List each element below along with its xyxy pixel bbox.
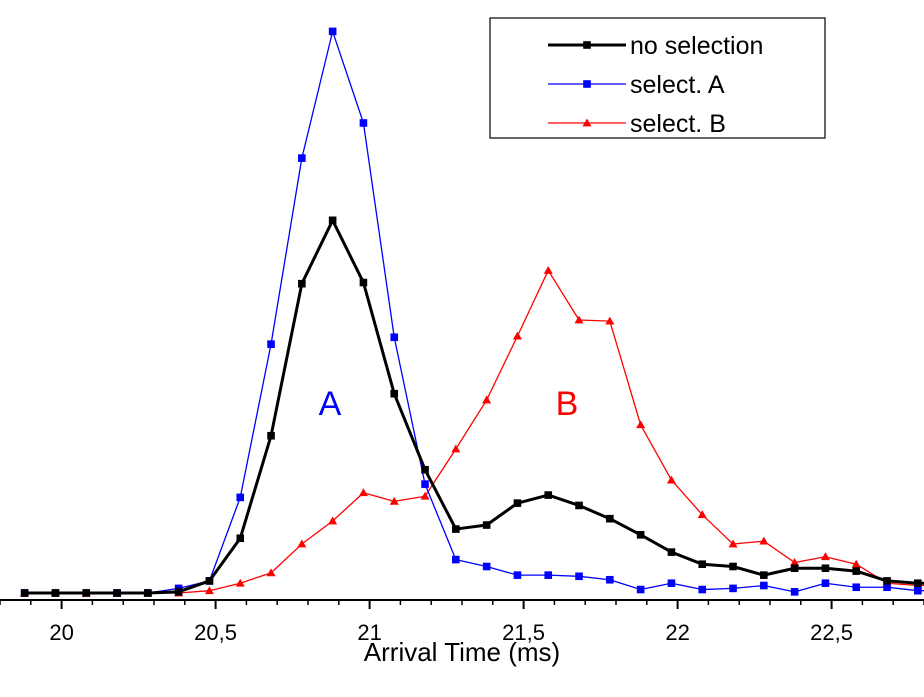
no-selection-point [482,521,491,529]
no-selection-point [575,501,583,510]
select-b-point [574,315,584,324]
legend-label-no-selection: no selection [630,32,763,60]
series-layer [20,27,924,597]
no-selection-point [821,564,830,573]
legend-marker-select-b [582,118,592,127]
legend-marker-no-selection [583,41,591,49]
select-a-point [359,119,368,127]
x-tick-label: 20 [49,620,73,645]
select-b-point [328,516,338,525]
select-b-point [512,331,522,340]
select-b-point [820,552,830,561]
select-b-point [790,557,800,566]
x-tick-label: 22,5 [810,620,853,645]
select-b-point [636,420,646,429]
annotation-a: A [319,385,342,423]
annotation-b: B [556,385,579,423]
select-a-point [606,575,614,584]
select-a-point [729,584,737,593]
select-a-point [544,571,553,579]
no-selection-point [328,216,337,225]
select-a-point [821,579,830,588]
select-a-point [513,571,522,579]
no-selection-point [144,589,152,597]
select-a-point [852,583,861,592]
select-b-point [697,510,707,519]
select-b-point [482,395,492,404]
select-a-point [636,585,645,594]
no-selection-point [298,279,306,288]
no-selection-point [914,579,922,588]
select-a-point [236,493,245,502]
no-selection-point [236,534,245,543]
no-selection-point [20,589,29,597]
select-a-point [698,585,707,594]
select-a-point [328,27,337,36]
select-b-point [389,496,399,505]
legend: no selection select. A select. B [489,17,826,139]
select-a-point [914,586,922,595]
select-a-point [575,572,583,581]
no-selection-point [113,589,121,597]
select-a-point [667,579,676,588]
no-selection-point [359,278,368,287]
no-selection-point [729,562,737,571]
no-selection-point [421,465,429,474]
no-selection-point [82,589,91,597]
select-a-point [298,154,306,162]
x-tick-label: 22 [665,620,689,645]
select-a-point [452,555,460,564]
x-tick-label: 21,5 [502,620,545,645]
legend-marker-select-a [583,80,591,88]
select-b-point [235,578,245,587]
select-a-point [267,340,275,348]
no-selection-point [852,567,861,575]
select-a-point [421,480,429,488]
no-selection-point [883,577,891,585]
no-selection-point [390,389,399,398]
no-selection-point [544,491,553,499]
select-a-point [390,333,399,342]
select-b-point [605,316,615,325]
x-tick-label: 20,5 [194,620,237,645]
no-selection-point [667,548,676,556]
x-axis-title: Arrival Time (ms) [364,637,560,667]
select-b-point [728,539,738,548]
select-a-point [883,583,891,592]
select-b-point [266,568,276,577]
legend-box [489,17,826,139]
no-selection-point [698,560,707,568]
legend-label-select-b: select. B [630,110,726,138]
select-a-point [482,562,491,571]
no-selection-point [51,589,60,597]
select-b-point [358,488,368,497]
no-selection-point [606,514,614,523]
no-selection-point [452,525,460,533]
no-selection-point [205,577,214,585]
no-selection-point [760,571,768,579]
select-b-point [851,559,861,568]
no-selection-point [174,588,183,596]
select-b-point [759,536,769,545]
select-a-point [790,588,799,596]
select-b-point [543,265,553,274]
select-a-point [760,581,768,590]
select-b-point [297,539,307,548]
legend-label-select-a: select. A [630,71,725,99]
no-selection-point [513,499,522,507]
no-selection-point [790,564,799,573]
select-b-point [420,491,430,500]
no-selection-point [267,431,275,440]
series-no-selection [20,216,924,597]
select-b-point [451,444,461,453]
x-tick-label: 21 [357,620,381,645]
select-b-point [204,586,214,595]
select-b-point [666,475,676,484]
no-selection-point [636,531,645,539]
x-tick-layer: 20 20,5 21 21,5 22 22,5 [0,600,924,645]
